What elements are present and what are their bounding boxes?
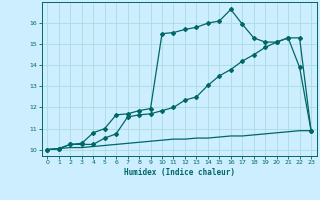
X-axis label: Humidex (Indice chaleur): Humidex (Indice chaleur)	[124, 168, 235, 177]
